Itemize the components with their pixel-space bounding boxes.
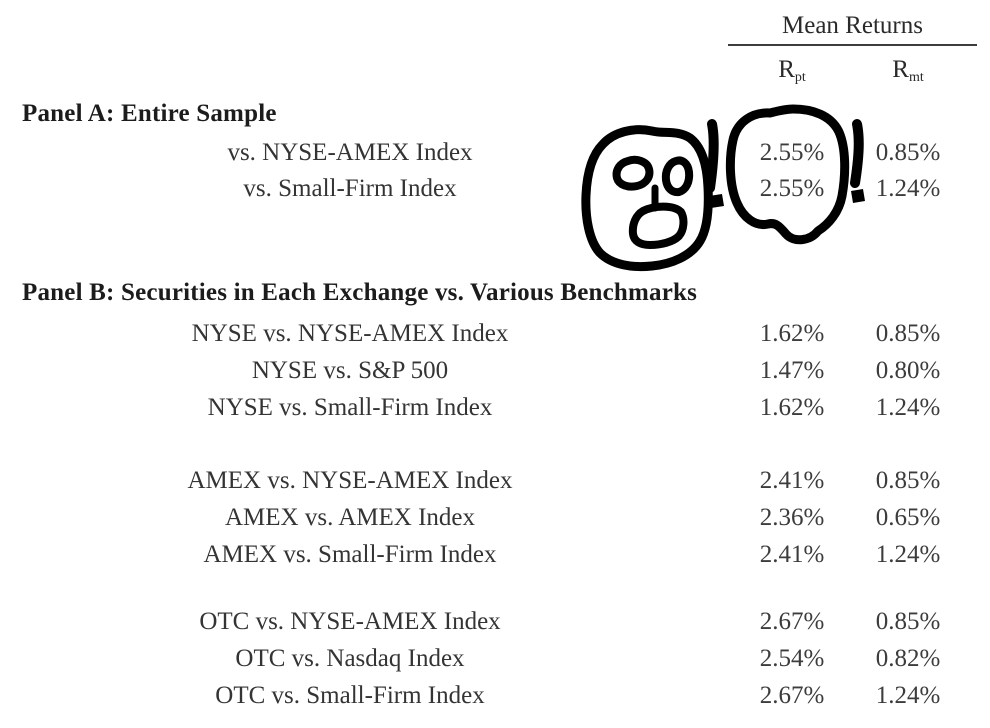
column-header-rmt: Rmt	[850, 56, 966, 85]
rpt-value: 1.62%	[759, 320, 825, 347]
table-row: AMEX vs. Small-Firm Index 2.41% 1.24%	[0, 536, 990, 573]
label-column-spacer	[0, 56, 700, 85]
table-row: NYSE vs. S&P 500 1.47% 0.80%	[0, 352, 990, 389]
rpt-value: 2.54%	[759, 645, 825, 672]
rmt-value: 0.80%	[875, 357, 941, 384]
panel-b-groups: NYSE vs. NYSE-AMEX Index 1.62% 0.85% NYS…	[0, 315, 990, 714]
rmt-value: 0.85%	[875, 320, 941, 347]
rpt-value: 2.41%	[759, 541, 825, 568]
rmt-value: 1.24%	[875, 175, 941, 202]
column-header-rpt: Rpt	[734, 56, 850, 85]
rpt-value: 2.41%	[759, 467, 825, 494]
panel-a-rows: vs. NYSE-AMEX Index 2.55% 0.85% vs. Smal…	[0, 135, 990, 207]
rpt-value: 2.67%	[759, 682, 825, 709]
table-row: vs. Small-Firm Index 2.55% 1.24%	[0, 171, 990, 207]
rmt-symbol: R	[892, 56, 909, 83]
rpt-symbol: R	[778, 56, 795, 83]
column-group-header: Mean Returns	[782, 12, 923, 39]
rmt-value: 0.85%	[875, 608, 941, 635]
table-row: NYSE vs. Small-Firm Index 1.62% 1.24%	[0, 389, 990, 426]
rpt-value: 2.67%	[759, 608, 825, 635]
rmt-subscript: mt	[908, 70, 924, 85]
rpt-value: 2.55%	[759, 175, 825, 202]
panel-b-group-2: AMEX vs. NYSE-AMEX Index 2.41% 0.85% AME…	[0, 462, 990, 573]
rmt-value: 1.24%	[875, 682, 941, 709]
table-row: OTC vs. Nasdaq Index 2.54% 0.82%	[0, 640, 990, 677]
panel-b-title: Panel B: Securities in Each Exchange vs.…	[22, 279, 698, 306]
rpt-subscript: pt	[794, 70, 806, 85]
rpt-value: 2.55%	[759, 139, 825, 166]
row-label: NYSE vs. S&P 500	[251, 357, 449, 384]
row-label: AMEX vs. NYSE-AMEX Index	[187, 467, 513, 494]
row-label: vs. NYSE-AMEX Index	[227, 139, 473, 166]
rpt-value: 1.47%	[759, 357, 825, 384]
header-rule	[728, 44, 977, 46]
row-label: OTC vs. Small-Firm Index	[215, 682, 485, 709]
rmt-value: 1.24%	[875, 541, 941, 568]
row-label: OTC vs. Nasdaq Index	[235, 645, 465, 672]
row-label: NYSE vs. NYSE-AMEX Index	[191, 320, 509, 347]
rmt-value: 0.85%	[875, 467, 941, 494]
panel-b-group-3: OTC vs. NYSE-AMEX Index 2.67% 0.85% OTC …	[0, 603, 990, 714]
table-row: vs. NYSE-AMEX Index 2.55% 0.85%	[0, 135, 990, 171]
panel-b-group-1: NYSE vs. NYSE-AMEX Index 1.62% 0.85% NYS…	[0, 315, 990, 426]
row-label: vs. Small-Firm Index	[243, 175, 457, 202]
panel-a-title: Panel A: Entire Sample	[22, 100, 277, 127]
rmt-value: 0.85%	[875, 139, 941, 166]
panel-a-section: Panel A: Entire Sample vs. NYSE-AMEX Ind…	[0, 99, 990, 207]
rmt-value: 0.82%	[875, 645, 941, 672]
table-row: NYSE vs. NYSE-AMEX Index 1.62% 0.85%	[0, 315, 990, 352]
table-row: OTC vs. NYSE-AMEX Index 2.67% 0.85%	[0, 603, 990, 640]
table-row: AMEX vs. AMEX Index 2.36% 0.65%	[0, 499, 990, 536]
row-label: AMEX vs. Small-Firm Index	[203, 541, 497, 568]
row-label: AMEX vs. AMEX Index	[225, 504, 475, 531]
panel-b-section: Panel B: Securities in Each Exchange vs.…	[0, 278, 990, 714]
table-row: AMEX vs. NYSE-AMEX Index 2.41% 0.85%	[0, 462, 990, 499]
rmt-value: 1.24%	[875, 394, 941, 421]
column-headers: Rpt Rmt	[0, 56, 990, 85]
rpt-value: 1.62%	[759, 394, 825, 421]
row-label: OTC vs. NYSE-AMEX Index	[199, 608, 501, 635]
row-label: NYSE vs. Small-Firm Index	[207, 394, 493, 421]
table-row: OTC vs. Small-Firm Index 2.67% 1.24%	[0, 677, 990, 714]
rpt-value: 2.36%	[759, 504, 825, 531]
rmt-value: 0.65%	[875, 504, 941, 531]
